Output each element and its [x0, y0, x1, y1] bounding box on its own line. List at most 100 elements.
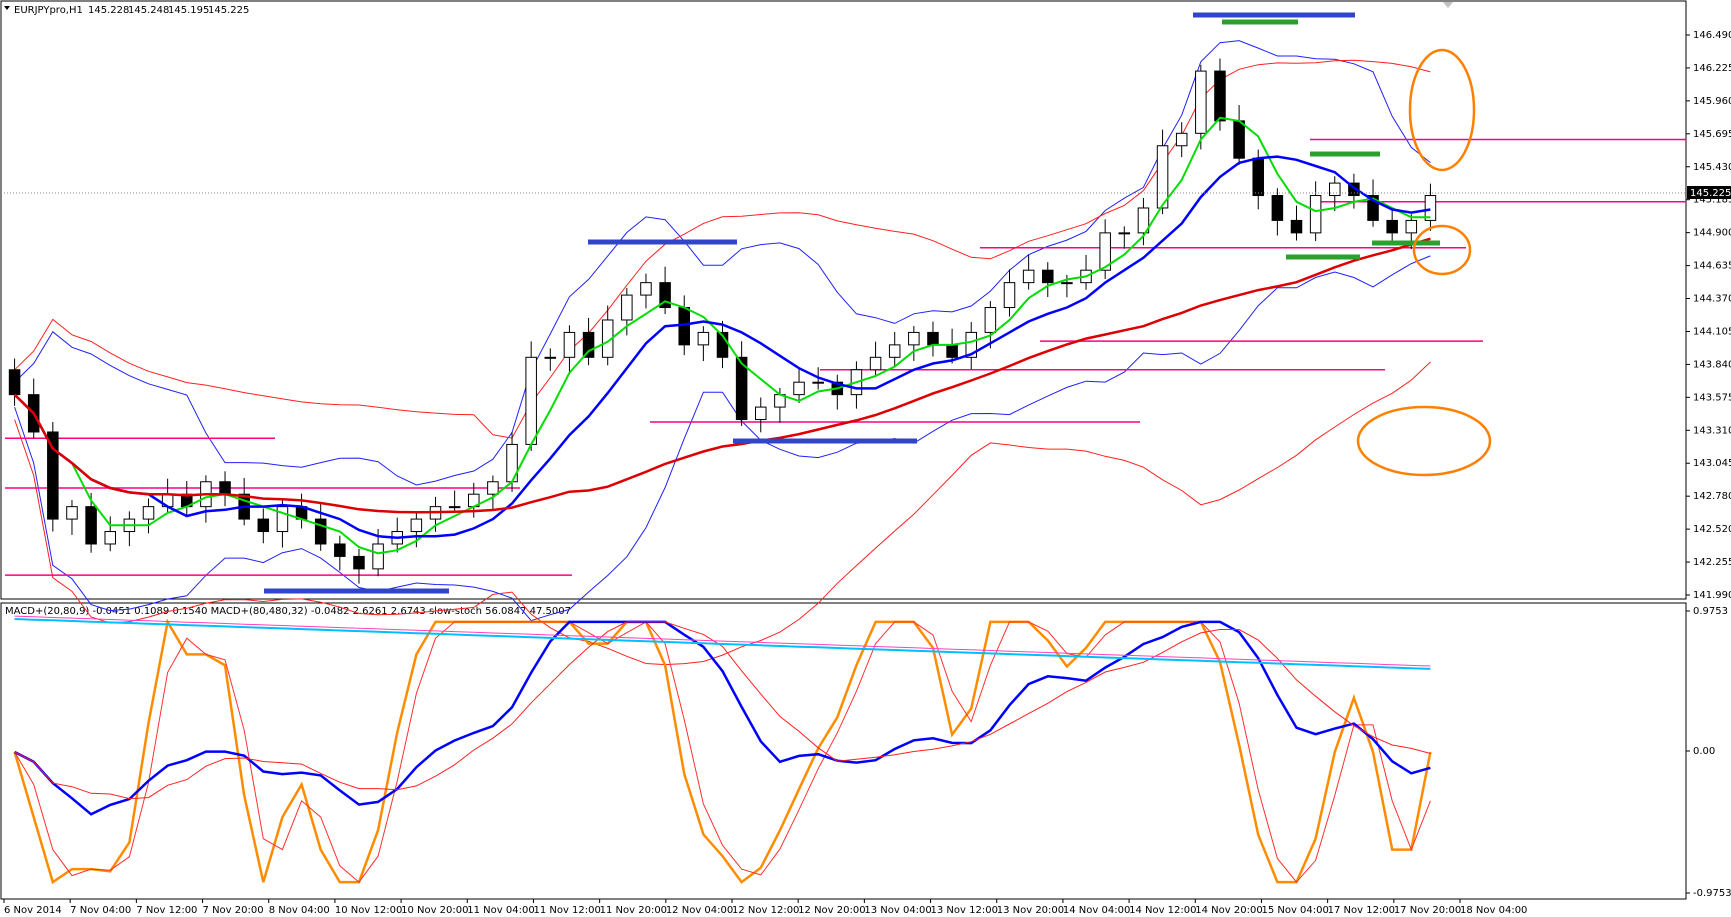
annotation-marks	[264, 12, 1440, 594]
indicator-lines	[13, 615, 1432, 885]
time-tick-label: 11 Nov 12:00	[533, 905, 600, 916]
symbol-title: EURJPYpro,H1	[14, 5, 83, 16]
time-axis: 6 Nov 2014 7 Nov 04:00 7 Nov 12:00 7 Nov 20…	[3, 899, 1527, 916]
time-tick-label: 17 Nov 20:00	[1394, 905, 1461, 916]
candle	[735, 341, 748, 426]
indicator-axis: 0.9753 0.00 -0.9753	[1686, 606, 1731, 899]
time-tick-label: 6 Nov 2014	[4, 905, 62, 916]
macd-slow-signal-line	[14, 615, 1431, 667]
candle	[1099, 219, 1111, 280]
candle	[1386, 208, 1398, 244]
candle	[965, 322, 977, 370]
price-tick-label: 143.575	[1693, 392, 1731, 403]
candle	[1156, 129, 1169, 215]
price-tick-label: 143.840	[1693, 359, 1731, 370]
candle	[85, 492, 97, 553]
candle	[659, 266, 671, 315]
price-tick-label: 144.370	[1693, 294, 1731, 305]
time-tick-label: 10 Nov 12:00	[335, 905, 402, 916]
ind-tick-top: 0.9753	[1693, 606, 1728, 617]
candle	[697, 326, 710, 362]
time-tick-label: 14 Nov 12:00	[1129, 905, 1196, 916]
price-tick-label: 145.695	[1693, 129, 1731, 140]
time-tick-label: 17 Nov 12:00	[1328, 905, 1395, 916]
ohlc-high: 145.248	[128, 5, 169, 16]
ohlc-low: 145.195	[168, 5, 209, 16]
ohlc-open: 145.228	[88, 5, 129, 16]
candle	[1195, 64, 1207, 150]
price-tick-label: 142.255	[1693, 557, 1731, 568]
candle	[525, 341, 537, 451]
candle	[1367, 179, 1379, 227]
candle	[869, 341, 882, 377]
current-price-tag: 145.225	[1687, 186, 1731, 199]
candle	[544, 348, 557, 371]
price-tick-label: 146.225	[1693, 63, 1731, 74]
time-tick-label: 8 Nov 04:00	[269, 905, 330, 916]
time-tick-label: 13 Nov 12:00	[931, 905, 998, 916]
price-tick-label: 146.490	[1693, 30, 1731, 41]
candle	[640, 273, 652, 309]
candle	[621, 288, 633, 336]
candle	[582, 317, 595, 366]
candle	[448, 490, 461, 513]
candle	[755, 397, 767, 433]
blue-ma-line	[13, 155, 1431, 540]
time-tick-label: 12 Nov 12:00	[732, 905, 799, 916]
time-tick-label: 15 Nov 04:00	[1261, 905, 1328, 916]
annotation-ellipse-low	[1356, 405, 1492, 477]
candle	[104, 516, 116, 552]
dropdown-triangle-icon[interactable]	[4, 6, 10, 10]
candle	[142, 498, 155, 534]
price-tick-label: 141.990	[1693, 590, 1731, 601]
red-band-lower	[14, 361, 1431, 666]
price-tick-label: 144.105	[1693, 326, 1731, 337]
ind-tick-zero: 0.00	[1693, 746, 1715, 757]
candle	[1022, 254, 1035, 290]
indicator-header: MACD+(20,80,9) -0.0451 0.1089 0.1540 MAC…	[5, 606, 571, 617]
red-band-upper	[14, 59, 1431, 439]
bollinger-upper	[14, 40, 1431, 486]
stoch-signal-line	[14, 621, 1431, 883]
time-tick-label: 12 Nov 20:00	[798, 905, 865, 916]
time-tick-label: 12 Nov 04:00	[666, 905, 733, 916]
candle	[1042, 262, 1054, 298]
red-ma-line	[13, 237, 1431, 514]
ind-tick-bottom: -0.9753	[1693, 888, 1731, 899]
candle	[1329, 176, 1341, 212]
time-tick-label: 7 Nov 12:00	[136, 905, 197, 916]
time-tick-label: 18 Nov 04:00	[1460, 905, 1527, 916]
time-tick-label: 14 Nov 20:00	[1195, 905, 1262, 916]
time-tick-label: 11 Nov 20:00	[600, 905, 667, 916]
green-ma-line	[13, 116, 1431, 555]
time-tick-label: 11 Nov 04:00	[467, 905, 534, 916]
price-tick-label: 145.185	[1693, 195, 1731, 206]
bollinger-bands	[14, 40, 1431, 666]
candle	[908, 326, 920, 361]
price-tick-label: 144.900	[1693, 228, 1731, 239]
candle	[888, 332, 901, 367]
price-tick-label: 143.310	[1693, 425, 1731, 436]
time-tick-label: 10 Nov 20:00	[401, 905, 468, 916]
price-tick-label: 145.960	[1693, 96, 1731, 107]
annotation-ellipse-mid	[1412, 224, 1472, 276]
shift-marker-icon	[1443, 2, 1453, 8]
time-tick-label: 7 Nov 04:00	[70, 905, 131, 916]
candle	[257, 508, 270, 544]
annotation-ellipse-top	[1408, 48, 1476, 172]
candle	[1175, 122, 1188, 158]
candle	[984, 301, 997, 349]
candle	[276, 500, 289, 548]
candle	[1118, 226, 1131, 249]
price-tick-label: 142.780	[1693, 491, 1731, 502]
symbol-header: EURJPYpro,H1 145.228 145.248 145.195 145…	[4, 5, 249, 16]
candle	[1003, 269, 1016, 317]
price-tick-label: 143.045	[1693, 458, 1731, 469]
macd-main-line	[14, 620, 1431, 816]
candle	[314, 503, 327, 551]
candle	[563, 325, 576, 373]
bollinger-lower	[14, 255, 1431, 622]
time-tick-label: 13 Nov 04:00	[864, 905, 931, 916]
candle	[1290, 205, 1303, 241]
